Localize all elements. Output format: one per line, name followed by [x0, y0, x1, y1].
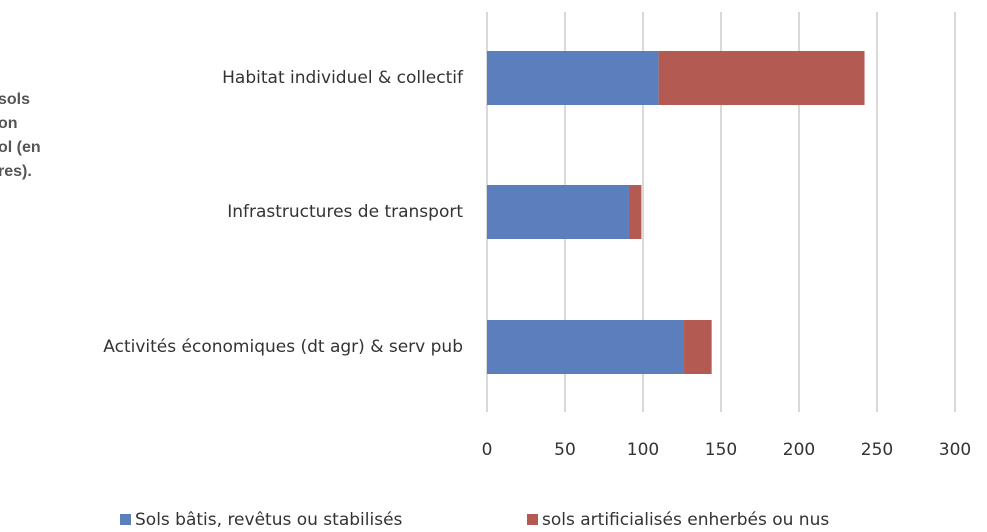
y-tick-label: Activités économiques (dt agr) & serv pu… [103, 337, 463, 357]
bar [487, 185, 629, 239]
x-tick-label: 200 [783, 440, 815, 460]
annotation: sols [0, 91, 30, 108]
x-tick-label: 250 [861, 440, 893, 460]
bar [658, 51, 865, 105]
legend-swatch [120, 514, 131, 525]
x-tick-label: 50 [554, 440, 576, 460]
y-tick-label: Habitat individuel & collectif [222, 68, 464, 88]
x-tick-label: 100 [627, 440, 659, 460]
legend-label: Sols bâtis, revêtus ou stabilisés [135, 510, 403, 530]
legend-swatch [527, 514, 538, 525]
legend-label: sols artificialisés enherbés ou nus [542, 510, 829, 530]
bar [487, 51, 659, 105]
x-tick-label: 0 [482, 440, 493, 460]
annotation: res). [0, 163, 32, 180]
y-tick-label: Infrastructures de transport [227, 202, 463, 222]
x-tick-label: 150 [705, 440, 737, 460]
bar [683, 320, 712, 374]
bar [628, 185, 642, 239]
x-tick-label: 300 [939, 440, 971, 460]
annotation: ol (en [0, 139, 41, 156]
bar [487, 320, 684, 374]
annotation: on [0, 115, 18, 132]
